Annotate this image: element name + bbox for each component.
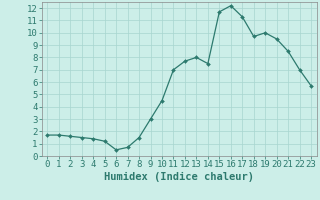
X-axis label: Humidex (Indice chaleur): Humidex (Indice chaleur) xyxy=(104,172,254,182)
